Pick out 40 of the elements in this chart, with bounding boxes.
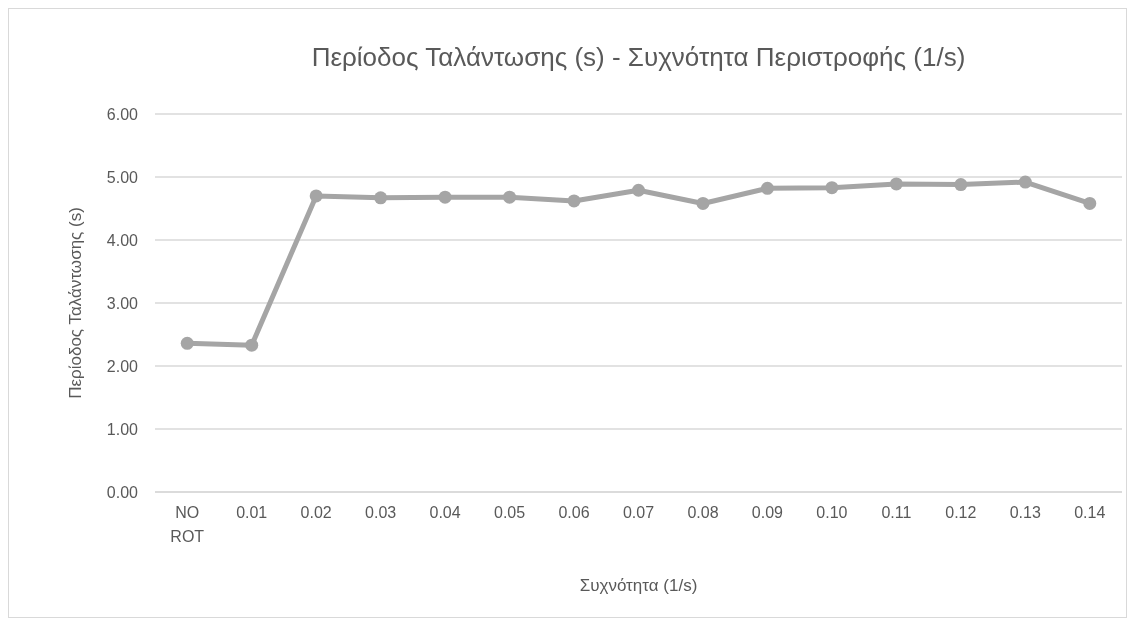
- x-tick-label: 0.12: [945, 504, 977, 521]
- x-tick-label: 0.08: [687, 504, 719, 521]
- point: [760, 181, 774, 195]
- x-tick-label: 0.06: [558, 504, 590, 521]
- x-tick-label: 0.13: [1009, 504, 1041, 521]
- point: [889, 177, 903, 191]
- y-axis-title: Περίοδος Ταλάντωσης (s): [66, 207, 85, 399]
- point: [632, 183, 645, 197]
- point: [438, 190, 452, 204]
- x-tick-label: 0.14: [1074, 504, 1106, 521]
- y-tick-label: 0.00: [106, 483, 139, 501]
- x-tick-label: NO ROT: [170, 504, 205, 545]
- point: [567, 194, 581, 208]
- y-tick-label: 6.00: [106, 105, 139, 123]
- point: [245, 338, 259, 352]
- y-tick-label: 5.00: [106, 168, 139, 186]
- point: [180, 336, 194, 350]
- x-tick-label: 0.10: [816, 504, 848, 521]
- point: [696, 196, 710, 210]
- x-tick-label: 0.11: [881, 504, 912, 521]
- point: [374, 191, 388, 205]
- point: [825, 181, 839, 195]
- x-tick-label: 0.01: [236, 504, 268, 521]
- y-tick-label: 4.00: [106, 231, 139, 249]
- x-tick-label: 0.05: [494, 504, 526, 521]
- x-tick-label: 0.04: [429, 504, 461, 521]
- x-tick-label: 0.07: [622, 504, 655, 521]
- point: [309, 189, 323, 203]
- chart-title: Περίοδος Ταλάντωσης (s) - Συχνότητα Περιστροφής (1/s): [311, 42, 966, 72]
- y-tick-label: 3.00: [106, 294, 139, 312]
- point: [1083, 196, 1097, 210]
- y-tick-label: 1.00: [106, 420, 139, 438]
- x-tick-label: 0.03: [365, 504, 397, 521]
- point: [1018, 175, 1032, 189]
- y-tick-label: 2.00: [106, 357, 139, 375]
- x-tick-label: 0.09: [751, 504, 784, 521]
- x-tick-label: 0.02: [300, 504, 332, 521]
- point: [503, 190, 517, 204]
- point: [954, 178, 968, 192]
- x-axis-title: Συχνότητα (1/s): [579, 576, 698, 595]
